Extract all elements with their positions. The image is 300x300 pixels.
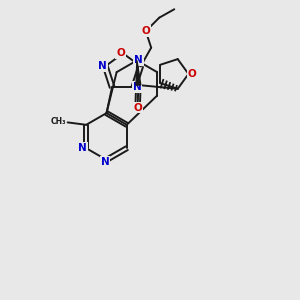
Polygon shape	[136, 60, 141, 85]
Text: N: N	[98, 61, 107, 71]
Text: CH₃: CH₃	[51, 117, 66, 126]
Text: O: O	[141, 26, 150, 36]
Text: O: O	[188, 69, 197, 79]
Text: N: N	[100, 157, 109, 167]
Text: O: O	[134, 103, 142, 112]
Text: O: O	[116, 48, 125, 59]
Text: N: N	[134, 56, 143, 65]
Text: N: N	[133, 82, 141, 92]
Text: N: N	[78, 143, 87, 153]
